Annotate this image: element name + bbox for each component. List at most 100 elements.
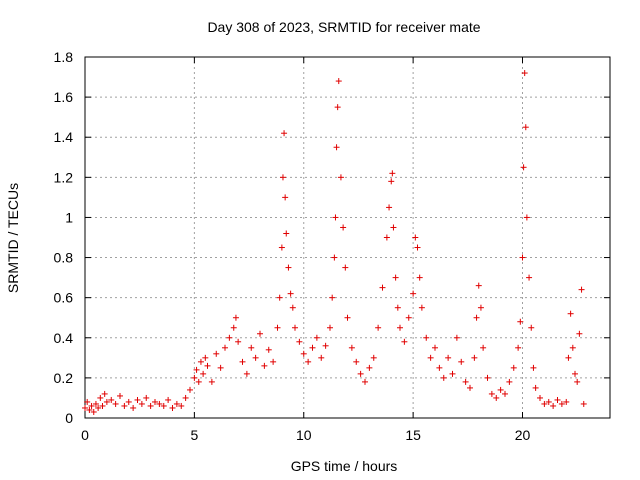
data-point bbox=[389, 170, 396, 177]
data-point bbox=[329, 294, 336, 301]
data-point bbox=[488, 390, 495, 397]
y-tick-label: 0.6 bbox=[54, 290, 74, 306]
data-point bbox=[497, 386, 504, 393]
x-tick-label: 20 bbox=[515, 427, 531, 443]
data-point bbox=[517, 318, 524, 325]
data-point bbox=[484, 374, 491, 381]
x-tick-label: 10 bbox=[296, 427, 312, 443]
data-point bbox=[88, 402, 95, 409]
data-point bbox=[285, 264, 292, 271]
data-point bbox=[565, 354, 572, 361]
data-point bbox=[305, 358, 312, 365]
data-point bbox=[370, 354, 377, 361]
data-point bbox=[173, 400, 180, 407]
data-point bbox=[143, 394, 150, 401]
data-point bbox=[278, 244, 285, 251]
data-point bbox=[383, 234, 390, 241]
data-point bbox=[121, 402, 128, 409]
data-point bbox=[257, 330, 263, 337]
data-point bbox=[515, 344, 522, 351]
data-point bbox=[475, 282, 482, 289]
data-point bbox=[279, 174, 286, 181]
data-point bbox=[337, 174, 344, 181]
data-point bbox=[90, 408, 97, 415]
data-point bbox=[414, 244, 421, 251]
data-point bbox=[138, 400, 145, 407]
data-point bbox=[458, 358, 465, 365]
data-point bbox=[340, 224, 347, 231]
data-point bbox=[92, 400, 99, 407]
data-point bbox=[178, 402, 185, 409]
data-point bbox=[375, 324, 382, 331]
data-point bbox=[344, 314, 351, 321]
data-point bbox=[282, 194, 289, 201]
data-point bbox=[445, 354, 452, 361]
y-tick-label: 1.8 bbox=[54, 49, 74, 65]
data-point bbox=[112, 400, 119, 407]
data-point bbox=[333, 144, 340, 151]
data-point bbox=[191, 374, 198, 381]
y-tick-label: 1.2 bbox=[54, 169, 74, 185]
data-point bbox=[436, 364, 443, 371]
data-point bbox=[366, 364, 373, 371]
data-point bbox=[569, 344, 576, 351]
data-point bbox=[574, 378, 581, 385]
data-point bbox=[576, 330, 583, 337]
data-point bbox=[200, 370, 207, 377]
data-point bbox=[208, 378, 215, 385]
data-point bbox=[117, 392, 123, 399]
data-point bbox=[125, 398, 132, 405]
data-point bbox=[453, 334, 460, 341]
data-point bbox=[309, 344, 316, 351]
plot-frame bbox=[84, 56, 611, 419]
data-point bbox=[296, 338, 303, 345]
data-point bbox=[493, 394, 500, 401]
data-point bbox=[248, 344, 255, 351]
data-point bbox=[578, 286, 585, 293]
data-point bbox=[226, 334, 233, 341]
data-point bbox=[418, 304, 425, 311]
data-point bbox=[580, 400, 587, 407]
data-point bbox=[197, 358, 204, 365]
data-point bbox=[103, 398, 110, 405]
data-point bbox=[283, 230, 290, 237]
data-point bbox=[281, 130, 288, 137]
data-point bbox=[521, 70, 528, 77]
data-point bbox=[526, 274, 533, 281]
data-point bbox=[394, 304, 401, 311]
data-point bbox=[412, 234, 419, 241]
y-tick-label: 0.2 bbox=[54, 370, 74, 386]
data-point bbox=[473, 314, 480, 321]
data-point bbox=[276, 294, 283, 301]
data-point bbox=[134, 396, 141, 403]
data-point bbox=[318, 354, 325, 361]
axis-ticks: 0 0.2 0.4 0.6 0.8 1 1.2 1.4 1.6 1.8 0 5 10 15 20 bbox=[54, 49, 610, 443]
data-point bbox=[108, 396, 115, 403]
data-point bbox=[232, 314, 239, 321]
data-point bbox=[169, 404, 176, 411]
y-tick-label: 1 bbox=[65, 209, 73, 225]
data-point bbox=[379, 284, 386, 291]
data-point bbox=[213, 350, 220, 357]
data-points bbox=[82, 70, 587, 415]
data-point bbox=[289, 304, 296, 311]
data-point bbox=[217, 364, 224, 371]
data-point bbox=[519, 254, 526, 261]
data-point bbox=[480, 344, 487, 351]
data-point bbox=[334, 104, 341, 111]
x-tick-label: 0 bbox=[81, 427, 89, 443]
data-point bbox=[130, 404, 137, 411]
data-point bbox=[292, 324, 298, 331]
data-point bbox=[353, 358, 360, 365]
x-tick-label: 5 bbox=[190, 427, 198, 443]
y-tick-label: 1.4 bbox=[54, 129, 74, 145]
data-point bbox=[440, 374, 447, 381]
data-point bbox=[322, 342, 329, 349]
data-point bbox=[523, 214, 530, 221]
data-point bbox=[152, 398, 158, 405]
data-point bbox=[300, 350, 307, 357]
data-point bbox=[449, 370, 456, 377]
data-point bbox=[195, 378, 202, 385]
data-point bbox=[386, 204, 393, 211]
